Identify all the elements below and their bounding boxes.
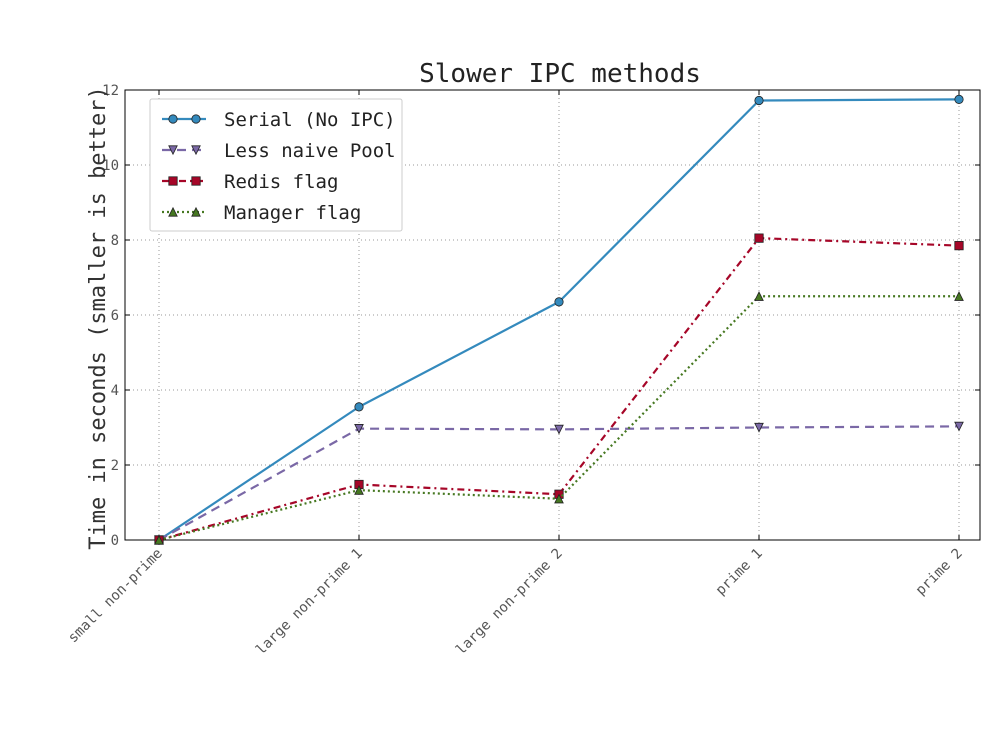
legend-marker <box>168 114 178 124</box>
data-point <box>754 233 764 243</box>
x-tick-label: prime 1 <box>713 546 766 599</box>
legend-label: Manager flag <box>224 202 361 224</box>
legend-box <box>149 98 403 232</box>
legend-item: Redis flag <box>162 171 338 193</box>
y-tick-label: 4 <box>111 383 119 399</box>
y-tick-label: 6 <box>111 308 119 324</box>
legend-marker <box>191 114 201 124</box>
data-point <box>354 485 364 495</box>
data-point <box>154 534 164 545</box>
data-point <box>954 291 964 301</box>
data-point <box>554 297 564 307</box>
y-tick-label: 0 <box>111 533 119 549</box>
legend-label: Less naive Pool <box>224 140 396 162</box>
legend-marker <box>168 145 178 156</box>
chart-title: Slower IPC methods <box>419 59 701 89</box>
legend-marker <box>191 145 201 156</box>
legend-label: Redis flag <box>224 171 338 193</box>
data-point <box>954 241 964 251</box>
y-tick-label: 2 <box>111 458 119 474</box>
data-point <box>954 94 964 104</box>
x-tick-label: large non-prime 1 <box>253 546 366 659</box>
y-tick-label: 8 <box>111 233 119 249</box>
y-axis-label: Time in seconds (smaller is better) <box>86 86 111 550</box>
series-manager-flag <box>154 291 964 545</box>
legend-item: Serial (No IPC) <box>162 109 396 131</box>
legend-marker <box>191 176 201 186</box>
data-point <box>354 402 364 412</box>
data-point <box>554 424 564 435</box>
data-point <box>754 291 764 301</box>
data-point <box>754 422 764 433</box>
legend-label: Serial (No IPC) <box>224 109 396 131</box>
y-tick-label: 12 <box>102 83 119 99</box>
series-line <box>158 237 960 542</box>
x-tick-label: large non-prime 2 <box>453 546 566 659</box>
data-point <box>554 493 564 504</box>
data-point <box>354 424 364 434</box>
data-point <box>954 421 964 432</box>
legend-marker <box>191 206 201 217</box>
x-tick-label: prime 2 <box>913 546 966 599</box>
data-point <box>754 95 764 106</box>
legend-marker <box>168 206 178 217</box>
series-group <box>154 94 964 546</box>
legend-item: Manager flag <box>162 202 361 224</box>
series-less-naive-pool <box>154 421 964 546</box>
x-tick-label: small non-prime <box>65 546 166 647</box>
legend-item: Less naive Pool <box>162 140 396 162</box>
legend: Serial (No IPC) Less naive Pool Redis flag… <box>149 98 403 232</box>
legend-marker <box>168 176 178 186</box>
y-tick-label: 10 <box>102 158 119 174</box>
